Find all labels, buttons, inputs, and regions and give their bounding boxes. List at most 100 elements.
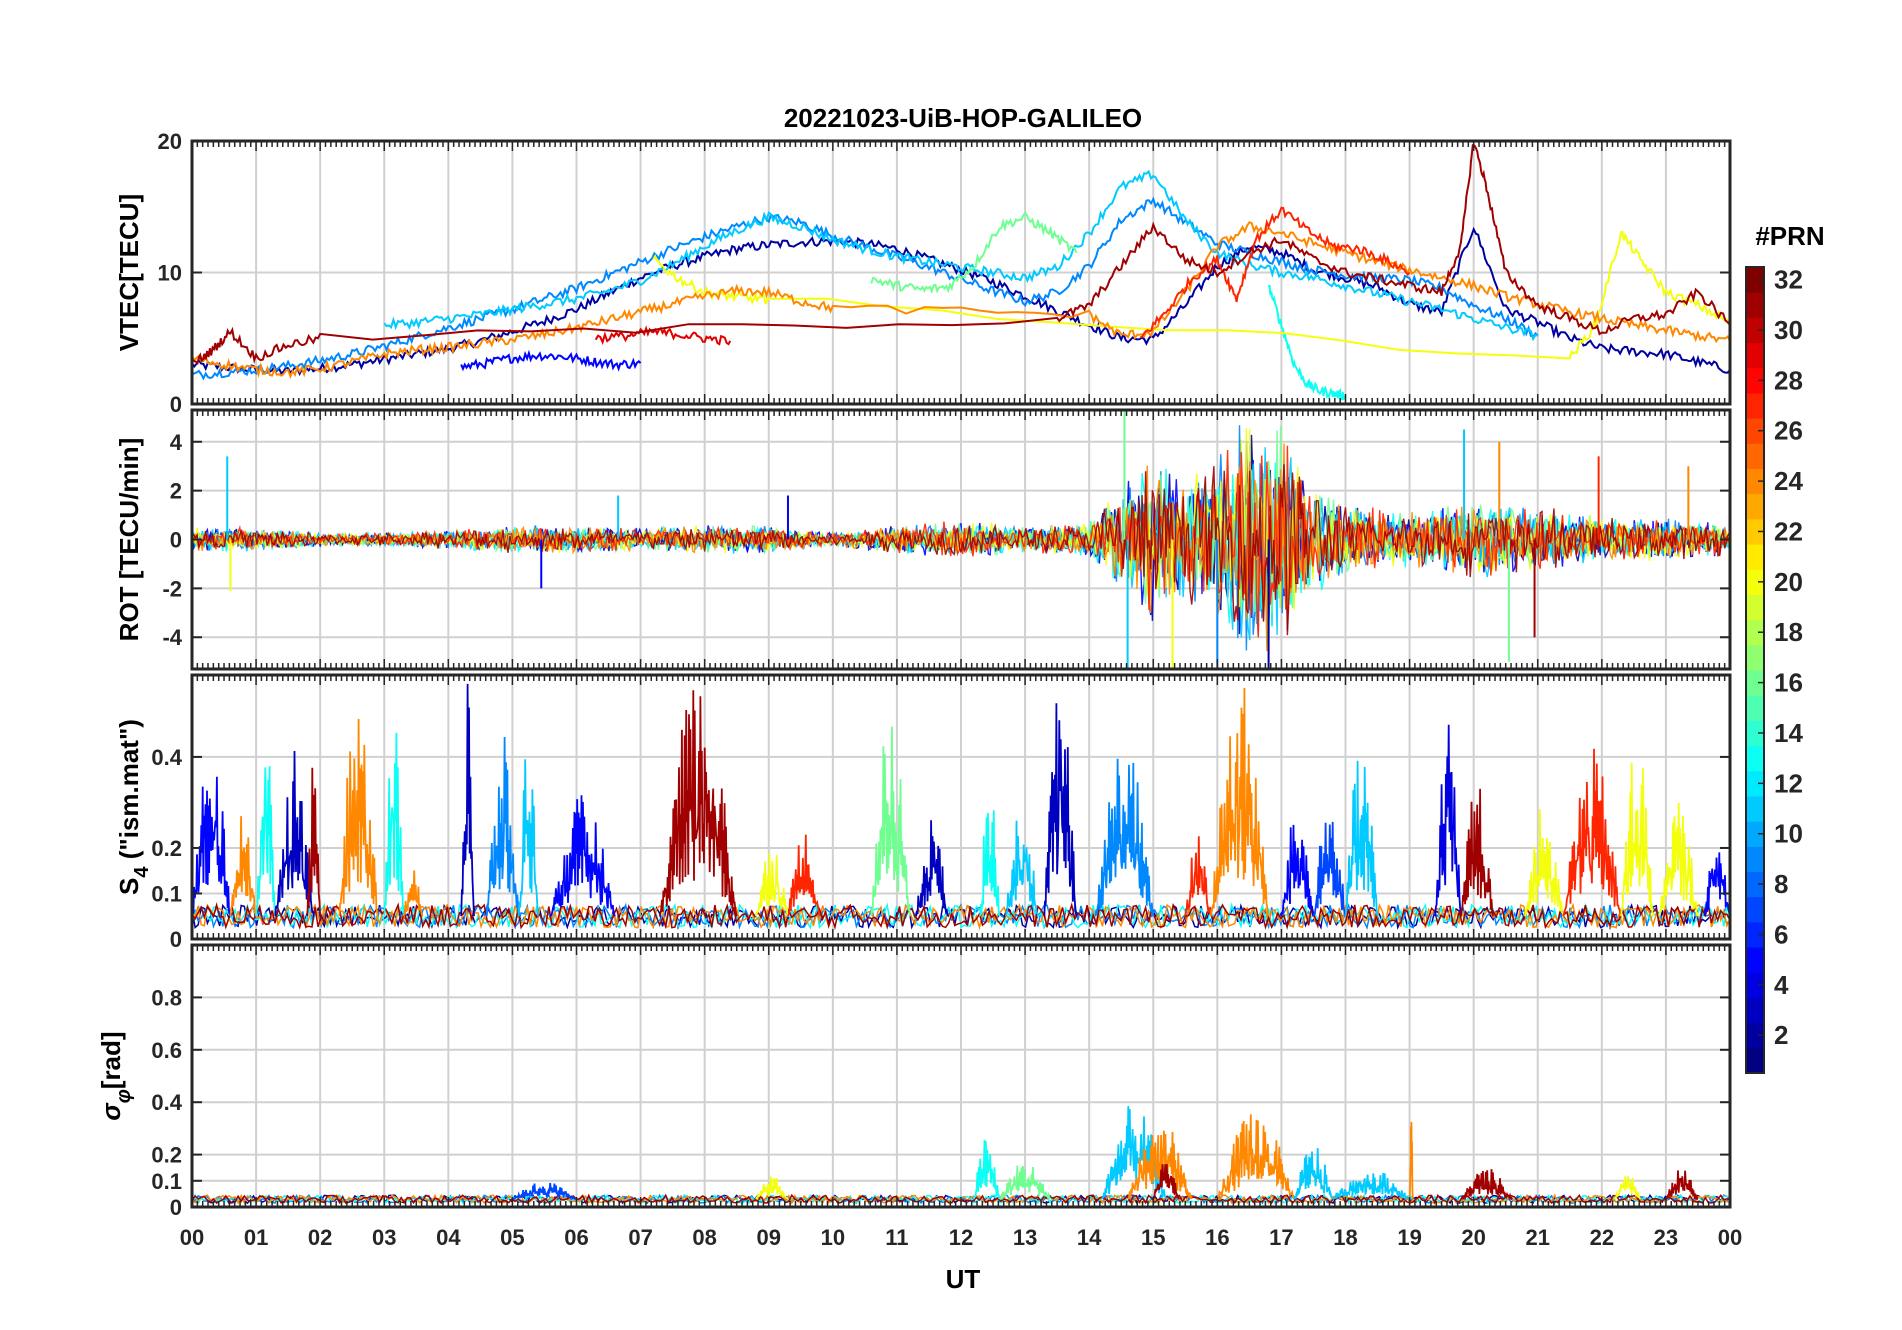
colorbar-segment — [1746, 292, 1764, 318]
x-tick-label: 06 — [564, 1225, 588, 1250]
burst-prn-13 — [972, 1139, 1001, 1200]
burst-prn-24 — [1216, 1114, 1296, 1201]
colorbar-segment — [1746, 392, 1764, 419]
y-tick-label: 0 — [170, 927, 182, 952]
colorbar-segment — [1746, 619, 1764, 646]
y-tick-label: 0.4 — [151, 745, 182, 770]
x-tick-label: 00 — [180, 1225, 204, 1250]
y-tick-label: 0 — [170, 528, 182, 553]
colorbar-segment — [1746, 367, 1764, 394]
colorbar-segment — [1746, 972, 1764, 998]
burst-prn-16 — [998, 1165, 1052, 1201]
y-tick-label: 0.6 — [151, 1038, 182, 1063]
colorbar-tick-label: 10 — [1774, 819, 1803, 849]
x-tick-label: 21 — [1526, 1225, 1550, 1250]
minor-ticks — [191, 675, 1731, 940]
burst-prn-24 — [402, 870, 424, 917]
x-tick-label: 00 — [1718, 1225, 1742, 1250]
burst-prn-3 — [274, 750, 315, 917]
colorbar-segment — [1746, 770, 1764, 797]
colorbar-segment — [1746, 745, 1764, 772]
colorbar-tick-label: 2 — [1774, 1020, 1788, 1050]
burst-prn-11 — [517, 759, 539, 917]
panel-data — [192, 683, 1730, 931]
burst-prn-3 — [460, 683, 475, 917]
x-tick-label: 09 — [757, 1225, 781, 1250]
colorbar-tick-label: 32 — [1774, 265, 1803, 295]
baseline-prn-13 — [192, 902, 1730, 930]
colorbar-tick-label: 8 — [1774, 869, 1788, 899]
y-tick-label: 10 — [158, 261, 182, 286]
vtec-series-prn-29 — [594, 325, 732, 346]
x-tick-label: 12 — [949, 1225, 973, 1250]
colorbar-tick-label: 4 — [1774, 970, 1789, 1000]
colorbar-segment — [1746, 644, 1764, 671]
burst-prn-24 — [1126, 1130, 1193, 1200]
x-axis: 00 01 02 03 04 05 06 07 08 09 10 11 12 13 14 15 16 17 18 19… — [180, 1225, 1742, 1250]
x-tick-label: 13 — [1013, 1225, 1037, 1250]
x-tick-label: 01 — [244, 1225, 268, 1250]
burst-prn-20 — [1620, 762, 1654, 917]
baseline-prn-31 — [192, 902, 1730, 931]
colorbar-segment — [1746, 921, 1764, 948]
x-tick-label: 22 — [1590, 1225, 1614, 1250]
colorbar-tick-label: 22 — [1774, 516, 1803, 546]
burst-prn-31 — [1460, 788, 1494, 917]
y-tick-label: -4 — [162, 625, 182, 650]
colorbar-frame — [1745, 266, 1765, 1074]
burst-prn-20 — [1614, 1176, 1642, 1200]
panel-rot: -4 -2 0 2 4 ROT [TECU/min] — [114, 408, 1732, 671]
colorbar-segment — [1746, 1022, 1764, 1049]
colorbar-segment — [1746, 997, 1764, 1024]
colorbar-segment — [1746, 493, 1764, 520]
minor-ticks — [191, 945, 1731, 1208]
burst-prn-27 — [1184, 836, 1212, 917]
burst-prn-24 — [1210, 687, 1270, 917]
x-tick-label: 17 — [1269, 1225, 1293, 1250]
x-tick-label: 14 — [1077, 1225, 1102, 1250]
colorbar-segment — [1746, 443, 1764, 469]
y-axis-label-sigma_phi: σφ[rad] — [96, 1031, 135, 1120]
colorbar-segment — [1746, 795, 1764, 822]
y-tick-label: -2 — [162, 576, 182, 601]
colorbar-tick-label: 6 — [1774, 919, 1788, 949]
x-tick-label: 19 — [1397, 1225, 1421, 1250]
vtec-series-prn-5 — [460, 349, 642, 372]
colorbar-tick-label: 18 — [1774, 617, 1803, 647]
burst-prn-20 — [755, 1176, 789, 1201]
panel-vtec: 0 10 20 VTEC[TECU] — [114, 129, 1732, 417]
y-axis-label-vtec: VTEC[TECU] — [114, 194, 144, 351]
burst-prn-5 — [1703, 852, 1730, 917]
burst-prn-3 — [1043, 703, 1078, 917]
x-tick-label: 23 — [1654, 1225, 1678, 1250]
burst-prn-27 — [787, 834, 821, 917]
vtec-series-prn-27 — [1139, 206, 1411, 339]
x-tick-label: 07 — [628, 1225, 652, 1250]
colorbar-segment — [1746, 896, 1764, 923]
burst-prn-11 — [1344, 760, 1379, 917]
burst-prn-11 — [1005, 820, 1039, 917]
burst-prn-20 — [755, 853, 789, 917]
burst-prn-24 — [229, 816, 257, 917]
burst-prn-13 — [383, 732, 405, 917]
x-tick-label: 16 — [1205, 1225, 1229, 1250]
colorbar-tick-label: 24 — [1774, 466, 1803, 496]
colorbar-segment — [1746, 670, 1764, 696]
panel-data — [192, 144, 1730, 401]
burst-prn-3 — [915, 820, 950, 917]
y-tick-label: 0 — [170, 1195, 182, 1220]
vtec-series-prn-31 — [192, 144, 1730, 365]
colorbar-segment — [1746, 468, 1764, 495]
colorbar-tick-label: 20 — [1774, 567, 1803, 597]
burst-prn-9 — [485, 736, 520, 917]
colorbar-tick-label: 30 — [1774, 315, 1803, 345]
x-tick-label: 03 — [372, 1225, 396, 1250]
x-tick-label: 02 — [308, 1225, 332, 1250]
burst-prn-20 — [1524, 809, 1565, 917]
y-axis-label-s4: S4 ("ism.mat") — [114, 719, 153, 895]
burst-prn-5 — [550, 795, 616, 917]
chart-title: 20221023-UiB-HOP-GALILEO — [784, 103, 1142, 133]
burst-prn-7 — [1312, 821, 1347, 917]
y-tick-label: 0.2 — [151, 1143, 182, 1168]
